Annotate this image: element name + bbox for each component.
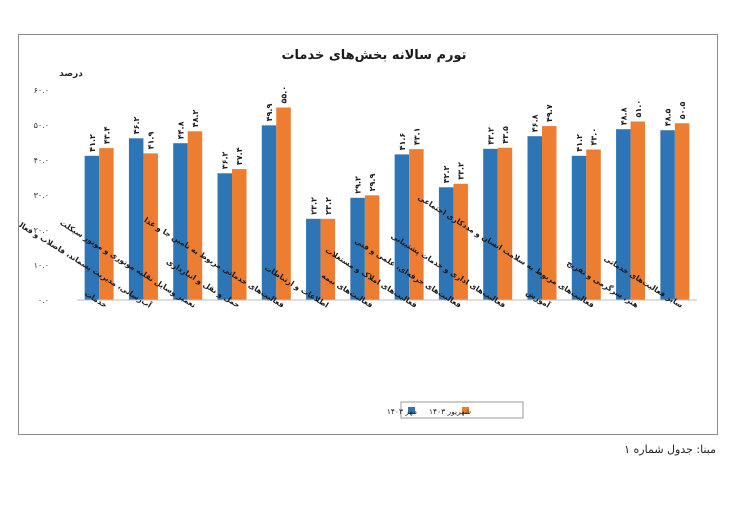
data-label: ۴۸.۵: [664, 108, 673, 126]
bar-series-2: [320, 218, 336, 300]
bar-series-2: [143, 153, 158, 300]
data-label: ۴۸.۸: [619, 107, 628, 125]
bar-series-1: [217, 173, 232, 300]
data-label: ۳۶.۲: [221, 151, 230, 169]
legend-label-series-2: شهریور ۱۴۰۳: [429, 407, 471, 416]
data-label: ۴۶.۲: [132, 116, 141, 134]
data-label: ۲۳.۲: [324, 197, 333, 215]
bar-series-2: [453, 183, 468, 300]
bar-series-1: [128, 138, 144, 300]
legend-swatch-series-1: [408, 407, 415, 414]
bar-series-2: [630, 121, 646, 300]
bar-series-2: [409, 149, 424, 300]
chart-title: تورم سالانه بخش‌های خدمات: [281, 48, 466, 63]
y-tick-label: ۳۰.۰: [34, 191, 49, 200]
bar-series-1: [394, 154, 410, 300]
data-label: ۴۳.۵: [501, 126, 510, 144]
bar-series-1: [350, 197, 365, 300]
bar-series-1: [261, 125, 277, 300]
bar-series-2: [187, 131, 203, 300]
y-axis-ticks: ۰.۰ ۱۰.۰ ۲۰.۰ ۳۰.۰ ۴۰.۰ ۵۰.۰ ۶۰.۰: [34, 86, 49, 305]
bar-series-2: [276, 107, 291, 300]
data-label: ۴۳.۰: [590, 128, 599, 146]
bar-series-2: [497, 147, 513, 300]
data-label: ۵۱.۰: [634, 100, 643, 118]
bar-series-1: [438, 187, 454, 300]
y-tick-label: ۶۰.۰: [34, 86, 49, 95]
bar-series-2: [674, 123, 690, 300]
data-label: ۲۳.۲: [309, 197, 318, 215]
data-label: ۵۰.۵: [678, 101, 687, 119]
bar-series-1: [483, 148, 498, 300]
y-tick-label: ۵۰.۰: [34, 121, 49, 130]
legend-label-series-1: مهر ۱۴۰۳: [387, 407, 417, 416]
y-tick-label: ۲۰.۰: [34, 226, 49, 235]
data-label: ۵۵.۰: [280, 86, 289, 104]
bar-series-2: [542, 126, 557, 300]
bar-series-2: [232, 169, 247, 300]
chart: تورم سالانه بخش‌های خدمات درصد ۰.۰ ۱۰.۰ ۲۰…: [19, 48, 697, 419]
data-label: ۴۱.۶: [398, 133, 407, 151]
bar-series-1: [173, 143, 188, 300]
bar-series-1: [84, 155, 100, 300]
bar-series-2: [99, 148, 114, 300]
bar-series-1: [306, 218, 321, 300]
data-label: ۴۱.۲: [575, 134, 584, 152]
bar-series-1: [660, 130, 675, 300]
y-tick-label: ۱۰.۰: [34, 261, 49, 270]
data-label: ۳۲.۲: [442, 165, 451, 183]
y-tick-label: ۴۰.۰: [34, 156, 49, 165]
data-label: ۴۸.۲: [191, 109, 200, 127]
source-note: مبنا: جدول شماره ۱: [624, 443, 716, 456]
data-label: ۴۳.۱: [412, 127, 421, 145]
y-axis-label: درصد: [59, 69, 83, 79]
data-label: ۴۶.۸: [531, 114, 540, 132]
bar-series-1: [527, 136, 542, 300]
bar-series-1: [616, 129, 631, 300]
data-label: ۳۳.۲: [457, 162, 466, 180]
data-label: ۴۱.۹: [147, 132, 156, 150]
data-label: ۲۹.۹: [368, 174, 377, 192]
legend: مهر ۱۴۰۳ شهریور ۱۴۰۳: [387, 401, 524, 419]
chart-frame: تورم سالانه بخش‌های خدمات درصد ۰.۰ ۱۰.۰ ۲۰…: [18, 34, 718, 435]
data-label: ۴۹.۹: [265, 104, 274, 122]
bars: [84, 107, 690, 300]
y-tick-label: ۰.۰: [38, 296, 49, 305]
data-label: ۴۳.۴: [102, 126, 111, 144]
data-label: ۲۹.۲: [354, 176, 363, 194]
data-label: ۴۴.۸: [176, 121, 185, 139]
legend-swatch-series-2: [462, 407, 469, 414]
bar-series-2: [364, 195, 380, 300]
value-labels: ۴۱.۲ ۴۳.۴ ۴۶.۲ ۴۱.۹ ۴۴.۸ ۴۸.۲ ۳۶.۲ ۳۷.۴ ۴۹.۹ ۵۵.۰…: [88, 86, 687, 215]
data-label: ۴۳.۲: [486, 127, 495, 145]
data-label: ۴۹.۷: [545, 104, 554, 122]
data-label: ۳۷.۴: [235, 147, 244, 165]
bar-series-1: [571, 155, 587, 300]
bar-series-2: [586, 149, 601, 300]
data-label: ۴۱.۲: [88, 134, 97, 152]
